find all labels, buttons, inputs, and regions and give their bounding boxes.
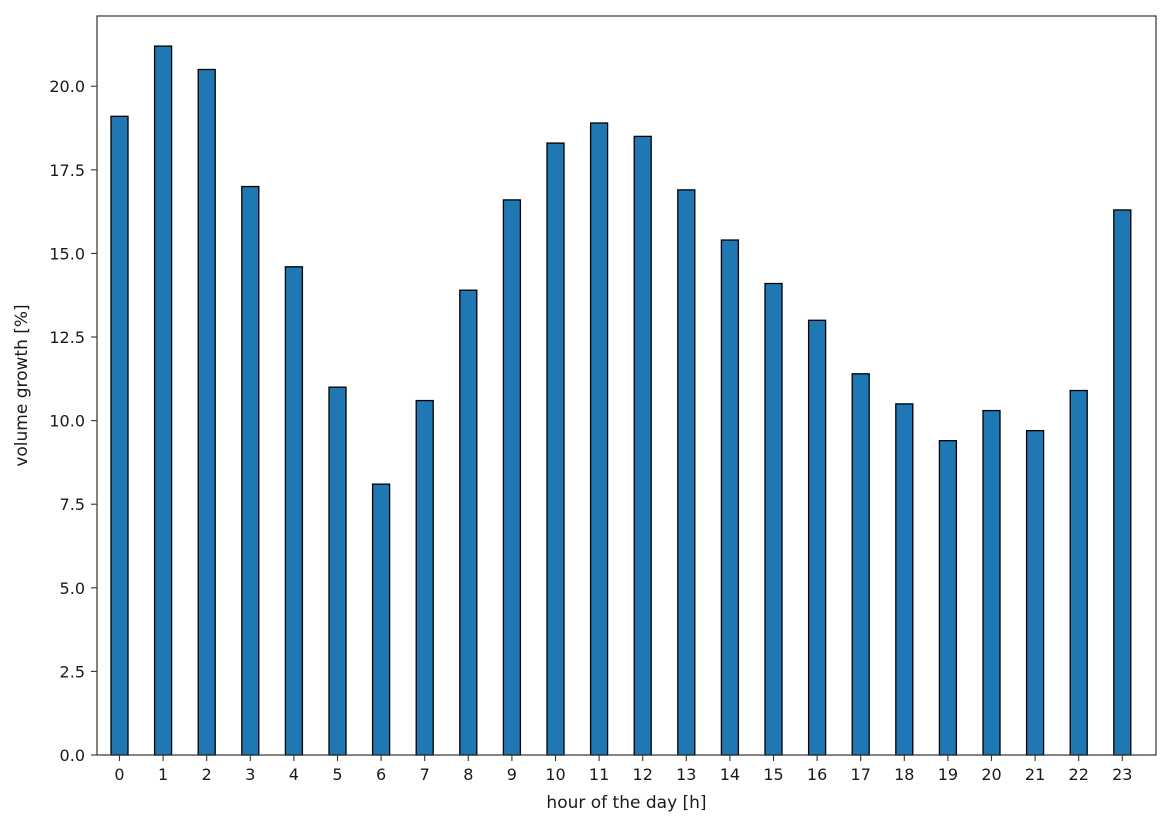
y-tick-label: 5.0 xyxy=(60,579,85,598)
x-tick-label: 16 xyxy=(807,765,827,784)
y-tick-label: 12.5 xyxy=(49,328,85,347)
bar-hour-2 xyxy=(197,68,216,756)
x-tick-label: 15 xyxy=(763,765,783,784)
bar-hour-18 xyxy=(895,403,914,756)
x-tick-label: 3 xyxy=(245,765,255,784)
bar-hour-11 xyxy=(589,122,609,756)
y-axis-title: volume growth [%] xyxy=(12,304,32,466)
x-tick-label: 9 xyxy=(507,765,517,784)
y-tick-label: 2.5 xyxy=(60,662,85,681)
x-tick-label: 12 xyxy=(633,765,653,784)
bar-hour-3 xyxy=(241,185,260,756)
y-tick-label: 17.5 xyxy=(49,161,85,180)
bar-hour-20 xyxy=(982,409,1001,756)
x-tick-label: 23 xyxy=(1112,765,1132,784)
y-tick-label: 15.0 xyxy=(49,244,85,263)
y-axis-ticks: 0.0 2.5 5.0 7.5 10.0 12.5 15.0 17.5 20.0 xyxy=(49,77,97,765)
x-tick-label: 19 xyxy=(938,765,958,784)
bar-hour-19 xyxy=(938,440,958,756)
x-tick-label: 2 xyxy=(202,765,212,784)
bar-hour-8 xyxy=(459,289,478,756)
bar-hour-7 xyxy=(415,399,434,756)
y-tick-label: 0.0 xyxy=(60,746,85,765)
x-tick-label: 21 xyxy=(1025,765,1045,784)
y-tick-label: 7.5 xyxy=(60,495,85,514)
bars-layer xyxy=(110,45,1132,756)
x-tick-label: 10 xyxy=(545,765,565,784)
bar-hour-9 xyxy=(502,199,522,756)
bar-hour-0 xyxy=(110,115,129,756)
bar-hour-1 xyxy=(153,45,173,756)
x-tick-label: 8 xyxy=(463,765,473,784)
y-tick-label: 20.0 xyxy=(49,77,85,96)
bar-hour-17 xyxy=(851,373,870,756)
bar-hour-16 xyxy=(807,319,827,756)
x-axis-ticks: 0 1 2 3 4 5 6 7 8 9 10 11 12 13 14 15 16 17 18 19 20 21 22 23 xyxy=(114,755,1132,784)
bar-hour-14 xyxy=(720,239,740,756)
x-tick-label: 18 xyxy=(894,765,914,784)
x-tick-label: 11 xyxy=(589,765,609,784)
bar-hour-5 xyxy=(328,386,347,756)
bar-hour-10 xyxy=(546,142,565,756)
x-tick-label: 20 xyxy=(981,765,1001,784)
x-tick-label: 17 xyxy=(851,765,871,784)
y-tick-label: 10.0 xyxy=(49,412,85,431)
bar-hour-12 xyxy=(633,135,652,756)
bar-hour-13 xyxy=(677,189,696,756)
x-tick-label: 5 xyxy=(332,765,342,784)
bar-hour-6 xyxy=(371,483,391,756)
bar-hour-15 xyxy=(764,282,783,756)
bar-hour-23 xyxy=(1113,209,1132,756)
x-tick-label: 14 xyxy=(720,765,740,784)
plot-frame xyxy=(96,15,1157,756)
x-tick-label: 7 xyxy=(420,765,430,784)
x-tick-label: 6 xyxy=(376,765,386,784)
x-tick-label: 13 xyxy=(676,765,696,784)
x-tick-label: 1 xyxy=(158,765,168,784)
bar-hour-21 xyxy=(1025,429,1045,756)
x-axis-title: hour of the day [h] xyxy=(546,793,706,813)
x-tick-label: 4 xyxy=(289,765,299,784)
bar-hour-22 xyxy=(1069,389,1088,756)
bar-hour-4 xyxy=(284,266,304,756)
x-tick-label: 0 xyxy=(114,765,124,784)
x-tick-label: 22 xyxy=(1069,765,1089,784)
